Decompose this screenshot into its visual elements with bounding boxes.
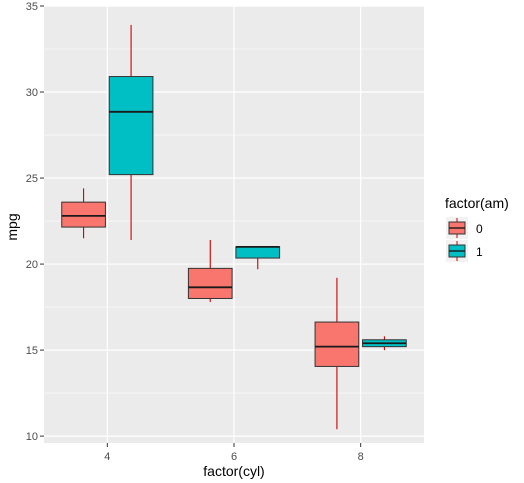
y-tick-label: 25 — [26, 173, 38, 185]
box-body — [108, 76, 154, 176]
box-group — [362, 336, 407, 351]
box-group — [108, 24, 154, 240]
legend: factor(am) 0 1 — [445, 195, 509, 262]
box-body — [187, 267, 233, 299]
box-body — [314, 321, 360, 367]
boxes-layer — [61, 24, 407, 430]
box-body — [235, 246, 281, 259]
y-tick-label: 15 — [26, 345, 38, 357]
y-tick-label: 20 — [26, 259, 38, 271]
y-tick-label: 30 — [26, 87, 38, 99]
x-tick-label: 6 — [231, 451, 237, 463]
box-group — [235, 245, 281, 270]
y-tick-label: 35 — [26, 1, 38, 13]
box-group — [314, 277, 360, 430]
x-axis-ticks: 4 6 8 — [104, 443, 364, 463]
x-tick-label: 4 — [104, 451, 110, 463]
y-axis-title: mpg — [4, 213, 20, 240]
box-group — [187, 239, 233, 302]
box-body — [61, 201, 106, 228]
y-tick-label: 10 — [26, 431, 38, 443]
y-axis-ticks: 10 15 20 25 30 35 — [26, 1, 44, 443]
gridlines — [44, 5, 424, 443]
legend-label: 1 — [476, 245, 483, 259]
legend-title: factor(am) — [445, 195, 509, 211]
x-tick-label: 8 — [358, 451, 364, 463]
x-axis-title: factor(cyl) — [203, 463, 264, 479]
legend-label: 0 — [476, 222, 483, 236]
box-group — [61, 188, 106, 239]
